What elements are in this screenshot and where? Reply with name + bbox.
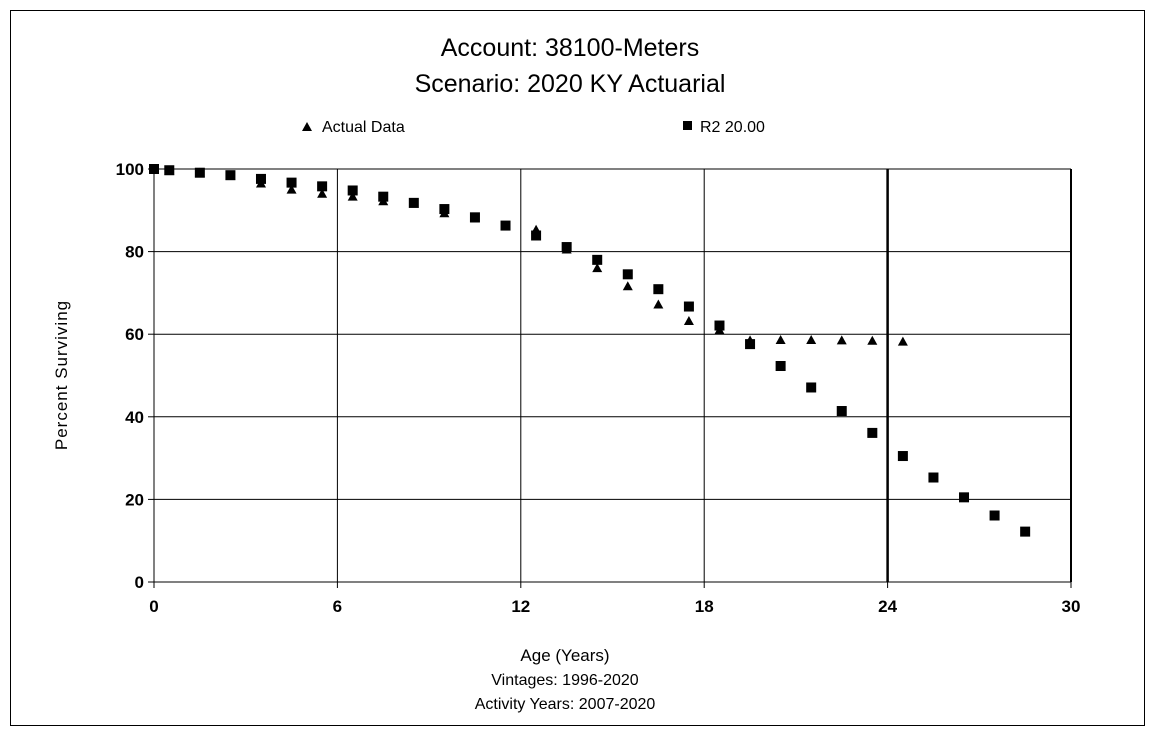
point-r2-13 bbox=[531, 230, 542, 241]
y-tick-label-20: 20 bbox=[125, 490, 144, 509]
legend-square-marker bbox=[683, 121, 692, 130]
point-r2-5 bbox=[286, 177, 297, 188]
point-r2-18 bbox=[683, 301, 694, 312]
point-r2-12 bbox=[500, 220, 511, 231]
point-actual-16 bbox=[622, 281, 633, 291]
y-axis-label: Percent Surviving bbox=[52, 300, 71, 450]
x-axis-sub-vintages: Vintages: 1996-2020 bbox=[491, 672, 638, 689]
point-r2-24 bbox=[867, 427, 878, 438]
point-r2-7 bbox=[347, 185, 358, 196]
point-actual-6 bbox=[317, 188, 328, 198]
x-axis-sub-activity-years: Activity Years: 2007-2020 bbox=[475, 696, 656, 713]
point-r2-23 bbox=[836, 406, 847, 417]
y-tick-label-100: 100 bbox=[116, 160, 144, 179]
point-r2-25 bbox=[897, 451, 908, 462]
point-actual-5 bbox=[286, 184, 297, 194]
point-r2-20 bbox=[745, 339, 756, 350]
point-r2-16 bbox=[622, 269, 633, 280]
point-r2-3 bbox=[225, 170, 236, 181]
legend-label-r2: R2 20.00 bbox=[700, 119, 765, 136]
point-r2-8 bbox=[378, 191, 389, 202]
point-actual-21 bbox=[775, 334, 786, 344]
point-r2-0 bbox=[149, 164, 159, 174]
point-actual-15 bbox=[592, 263, 603, 273]
data-points bbox=[149, 164, 1031, 537]
x-tick-label-18: 18 bbox=[695, 597, 714, 616]
point-actual-7 bbox=[347, 191, 358, 201]
x-tick-label-24: 24 bbox=[878, 597, 897, 616]
point-r2-26 bbox=[928, 472, 939, 483]
x-axis-label: Age (Years) bbox=[520, 646, 609, 665]
point-r2-14 bbox=[561, 242, 572, 253]
point-r2-4 bbox=[255, 173, 266, 184]
point-r2-1 bbox=[164, 165, 175, 176]
x-tick-label-30: 30 bbox=[1062, 597, 1081, 616]
point-actual-25 bbox=[897, 336, 908, 346]
point-r2-10 bbox=[439, 204, 450, 215]
point-actual-23 bbox=[836, 335, 847, 345]
point-r2-2 bbox=[194, 167, 205, 178]
point-r2-6 bbox=[317, 181, 328, 192]
point-r2-9 bbox=[408, 197, 419, 208]
point-r2-15 bbox=[592, 254, 603, 265]
y-tick-label-0: 0 bbox=[135, 573, 144, 592]
legend: Actual Data R2 20.00 bbox=[302, 119, 765, 136]
chart-frame bbox=[10, 10, 1145, 726]
point-actual-22 bbox=[806, 334, 817, 344]
point-r2-29 bbox=[1020, 526, 1031, 537]
tick-labels: 0 20 40 60 80 100 0 6 12 18 24 30 bbox=[116, 160, 1081, 616]
point-actual-18 bbox=[683, 315, 694, 325]
point-r2-28 bbox=[989, 510, 1000, 521]
point-actual-24 bbox=[867, 335, 878, 345]
point-r2-21 bbox=[775, 361, 786, 372]
x-tick-label-6: 6 bbox=[333, 597, 342, 616]
y-tick-label-60: 60 bbox=[125, 325, 144, 344]
point-actual-17 bbox=[653, 299, 664, 309]
legend-label-actual-data: Actual Data bbox=[322, 119, 405, 136]
y-tick-label-40: 40 bbox=[125, 408, 144, 427]
legend-triangle-marker bbox=[302, 122, 312, 131]
x-tick-label-12: 12 bbox=[511, 597, 530, 616]
point-r2-17 bbox=[653, 284, 664, 295]
point-r2-27 bbox=[959, 492, 970, 503]
point-r2-19 bbox=[714, 320, 725, 331]
y-tick-label-80: 80 bbox=[125, 243, 144, 262]
grid bbox=[148, 168, 1072, 588]
x-tick-label-0: 0 bbox=[149, 597, 158, 616]
point-r2-22 bbox=[806, 382, 817, 393]
chart-title-line2: Scenario: 2020 KY Actuarial bbox=[415, 70, 726, 98]
point-r2-11 bbox=[469, 212, 480, 223]
chart-title-line1: Account: 38100-Meters bbox=[441, 34, 699, 62]
